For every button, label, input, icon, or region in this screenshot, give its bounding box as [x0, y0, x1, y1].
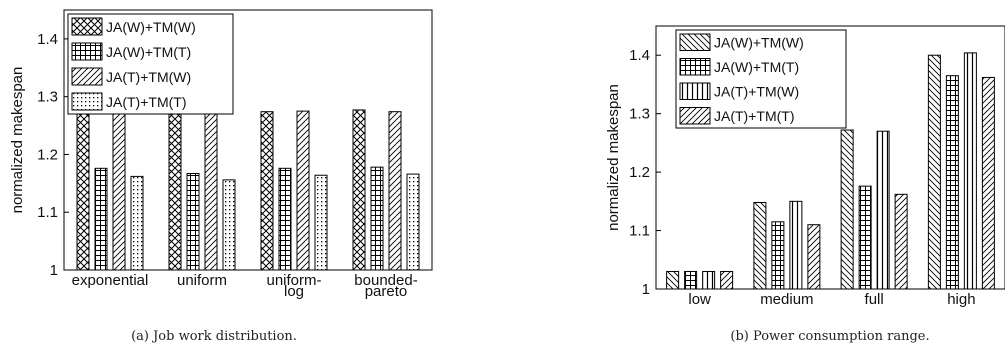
- legend-label: JA(W)+TM(T): [106, 44, 191, 60]
- x-tick-label: exponential: [72, 272, 149, 289]
- chart-power-consumption-range: 1 1.1 1.2 1.3 1.4 normalized makespan low mediu…: [605, 25, 1005, 344]
- y-tick-label: 1.4: [37, 31, 58, 48]
- plot-frame: [655, 25, 1005, 290]
- bar-4-series-4: [981, 76, 995, 290]
- y-axis-label: normalized makespan: [9, 67, 26, 214]
- x-tick-label: uniform-: [266, 272, 321, 289]
- x-tick-label: uniform: [177, 272, 227, 289]
- y-tick-label: 1.1: [629, 223, 650, 240]
- legend-swatch: [679, 33, 711, 51]
- bar-4-series-1: [352, 109, 366, 271]
- bar-2-series-2: [771, 221, 785, 290]
- chart-job-work-distribution: 1 1.1 1.2 1.3 1.4 normalized makespan exponent…: [9, 9, 433, 344]
- y-tick-label: 1.2: [629, 164, 650, 181]
- bar-1-series-2: [94, 167, 108, 271]
- figure-caption: (a) Job work distribution.: [131, 329, 297, 344]
- bar-2-series-1: [168, 112, 182, 271]
- y-tick-label: 1: [642, 281, 650, 298]
- x-tick-label: high: [947, 291, 975, 308]
- legend-label: JA(W)+TM(W): [714, 35, 804, 51]
- bar-4-series-2: [370, 166, 384, 271]
- bar-3-series-1: [840, 129, 854, 290]
- bar-1-series-2: [684, 270, 698, 290]
- bar-2-series-2: [186, 173, 200, 271]
- x-tick-label: full: [865, 291, 884, 308]
- bar-3-series-2: [278, 167, 292, 271]
- legend-label: JA(T)+TM(W): [106, 69, 191, 85]
- bar-3-series-3: [296, 110, 310, 271]
- legend-label: JA(T)+TM(W): [714, 84, 799, 100]
- bar-4-series-2: [945, 75, 959, 290]
- y-tick-label: 1.3: [629, 106, 650, 123]
- legend-swatch: [679, 58, 711, 76]
- bar-1-series-4: [720, 270, 734, 290]
- y-axis-label: normalized makespan: [605, 84, 622, 231]
- legend-swatch: [679, 82, 711, 100]
- bar-4-series-4: [406, 173, 420, 271]
- bar-2-series-3: [204, 113, 218, 271]
- bar-1-series-1: [666, 270, 680, 290]
- legend-label: JA(W)+TM(W): [106, 19, 196, 35]
- legend-swatch: [679, 107, 711, 125]
- y-tick-label: 1: [50, 262, 58, 279]
- y-tick-label: 1.2: [37, 146, 58, 163]
- legend-label: JA(T)+TM(T): [106, 94, 186, 110]
- x-tick-label: medium: [760, 291, 813, 308]
- bar-2-series-4: [222, 179, 236, 271]
- bar-2-series-3: [789, 200, 803, 290]
- bar-3-series-3: [876, 130, 890, 290]
- x-tick-label: pareto: [365, 283, 408, 300]
- y-tick-label: 1.1: [37, 204, 58, 221]
- bar-3-series-4: [894, 193, 908, 290]
- figure-caption: (b) Power consumption range.: [730, 329, 929, 344]
- legend-swatch: [71, 42, 103, 61]
- bar-3-series-4: [314, 174, 328, 271]
- legend-label: JA(T)+TM(T): [714, 108, 794, 124]
- bar-1-series-3: [112, 113, 126, 271]
- bar-3-series-2: [858, 185, 872, 290]
- bar-4-series-1: [927, 54, 941, 290]
- bar-3-series-1: [260, 111, 274, 271]
- legend-swatch: [71, 17, 103, 36]
- legend-swatch: [71, 92, 103, 111]
- bar-4-series-3: [963, 52, 977, 290]
- bar-4-series-3: [388, 111, 402, 271]
- legend-label: JA(W)+TM(T): [714, 59, 799, 75]
- bar-1-series-1: [76, 112, 90, 271]
- x-tick-label: log: [284, 283, 304, 300]
- plot-frame: [63, 9, 433, 271]
- bar-2-series-4: [807, 224, 821, 290]
- bar-1-series-4: [130, 175, 144, 271]
- legend-swatch: [71, 67, 103, 86]
- y-tick-label: 1.3: [37, 89, 58, 106]
- x-tick-label: low: [688, 291, 711, 308]
- y-tick-label: 1.4: [629, 47, 650, 64]
- bar-1-series-3: [702, 270, 716, 290]
- bar-2-series-1: [753, 202, 767, 290]
- x-tick-label: bounded-: [354, 272, 417, 289]
